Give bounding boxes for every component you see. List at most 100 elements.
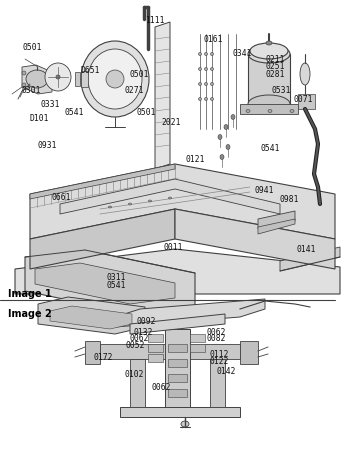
Ellipse shape: [198, 69, 202, 71]
Text: 0331: 0331: [40, 100, 60, 109]
Polygon shape: [190, 334, 205, 342]
Ellipse shape: [210, 69, 214, 71]
Ellipse shape: [128, 203, 132, 206]
Polygon shape: [115, 299, 265, 327]
Text: 0062: 0062: [130, 334, 149, 343]
Text: 0082: 0082: [206, 334, 226, 343]
Polygon shape: [35, 263, 175, 304]
Ellipse shape: [218, 135, 222, 140]
Text: 0501: 0501: [136, 107, 156, 116]
Text: 0251: 0251: [266, 62, 286, 71]
Ellipse shape: [106, 71, 124, 89]
Text: Image 1: Image 1: [8, 288, 52, 298]
Polygon shape: [38, 297, 145, 334]
Text: 0501: 0501: [130, 70, 149, 79]
Ellipse shape: [204, 69, 208, 71]
Text: 0941: 0941: [255, 186, 274, 195]
Ellipse shape: [204, 83, 208, 86]
Text: 0541: 0541: [261, 143, 280, 152]
Ellipse shape: [108, 207, 112, 208]
Ellipse shape: [88, 50, 142, 110]
Polygon shape: [190, 344, 205, 352]
Text: 0161: 0161: [203, 35, 223, 44]
Text: 0121: 0121: [186, 154, 205, 163]
Text: 0071: 0071: [294, 95, 314, 104]
Text: 0141: 0141: [297, 244, 316, 253]
Ellipse shape: [26, 71, 48, 89]
Ellipse shape: [198, 83, 202, 86]
Polygon shape: [30, 165, 335, 239]
Ellipse shape: [22, 84, 26, 88]
Text: 0112: 0112: [210, 350, 230, 359]
Polygon shape: [168, 374, 187, 382]
Text: 0102: 0102: [124, 369, 144, 378]
Text: 0172: 0172: [94, 352, 113, 361]
Text: 0052: 0052: [126, 340, 146, 349]
Ellipse shape: [226, 145, 230, 150]
Text: 0062: 0062: [151, 382, 171, 391]
Polygon shape: [168, 359, 187, 367]
Text: 1111: 1111: [145, 16, 165, 25]
Polygon shape: [148, 344, 163, 352]
Text: D101: D101: [29, 114, 49, 123]
Polygon shape: [240, 341, 258, 364]
Polygon shape: [258, 212, 295, 230]
Text: 0531: 0531: [271, 86, 291, 95]
Polygon shape: [280, 248, 340, 272]
Polygon shape: [85, 341, 100, 364]
Ellipse shape: [246, 110, 250, 113]
Polygon shape: [60, 179, 280, 215]
Text: 2021: 2021: [161, 118, 181, 127]
Text: 0501: 0501: [23, 43, 42, 52]
Polygon shape: [298, 95, 315, 110]
Polygon shape: [22, 66, 52, 95]
Ellipse shape: [210, 53, 214, 56]
Polygon shape: [210, 359, 225, 407]
Ellipse shape: [224, 125, 228, 130]
Polygon shape: [155, 23, 170, 170]
Ellipse shape: [56, 76, 60, 80]
Polygon shape: [130, 359, 145, 407]
Polygon shape: [100, 344, 165, 359]
Ellipse shape: [290, 110, 294, 113]
Ellipse shape: [210, 83, 214, 86]
Polygon shape: [15, 249, 340, 295]
Text: 0122: 0122: [210, 356, 230, 365]
Polygon shape: [75, 73, 80, 87]
Ellipse shape: [220, 155, 224, 160]
Ellipse shape: [181, 421, 189, 427]
Ellipse shape: [266, 42, 272, 46]
Polygon shape: [190, 344, 240, 359]
Text: 0301: 0301: [21, 86, 41, 95]
Text: 0011: 0011: [164, 243, 183, 252]
Text: D651: D651: [80, 65, 100, 74]
Polygon shape: [30, 165, 175, 199]
Ellipse shape: [81, 42, 149, 118]
Polygon shape: [258, 220, 295, 235]
Text: 0311: 0311: [107, 273, 126, 282]
Ellipse shape: [204, 53, 208, 56]
Text: 0541: 0541: [65, 107, 84, 116]
Polygon shape: [240, 105, 298, 115]
Ellipse shape: [204, 98, 208, 101]
Ellipse shape: [198, 98, 202, 101]
Polygon shape: [120, 407, 240, 417]
Polygon shape: [25, 250, 195, 314]
Text: 0541: 0541: [107, 281, 126, 290]
Text: 0281: 0281: [266, 69, 286, 78]
Ellipse shape: [22, 72, 26, 76]
Text: 0142: 0142: [216, 366, 236, 375]
Ellipse shape: [268, 110, 272, 113]
Polygon shape: [168, 344, 187, 352]
Ellipse shape: [231, 115, 235, 120]
Polygon shape: [165, 329, 190, 409]
Text: 0062: 0062: [206, 327, 226, 336]
Polygon shape: [130, 314, 225, 334]
Text: 0211: 0211: [266, 55, 286, 64]
Ellipse shape: [168, 198, 172, 199]
Ellipse shape: [300, 64, 310, 86]
Ellipse shape: [248, 46, 290, 64]
Text: 0661: 0661: [52, 193, 71, 202]
Polygon shape: [81, 72, 88, 88]
Polygon shape: [30, 210, 175, 269]
